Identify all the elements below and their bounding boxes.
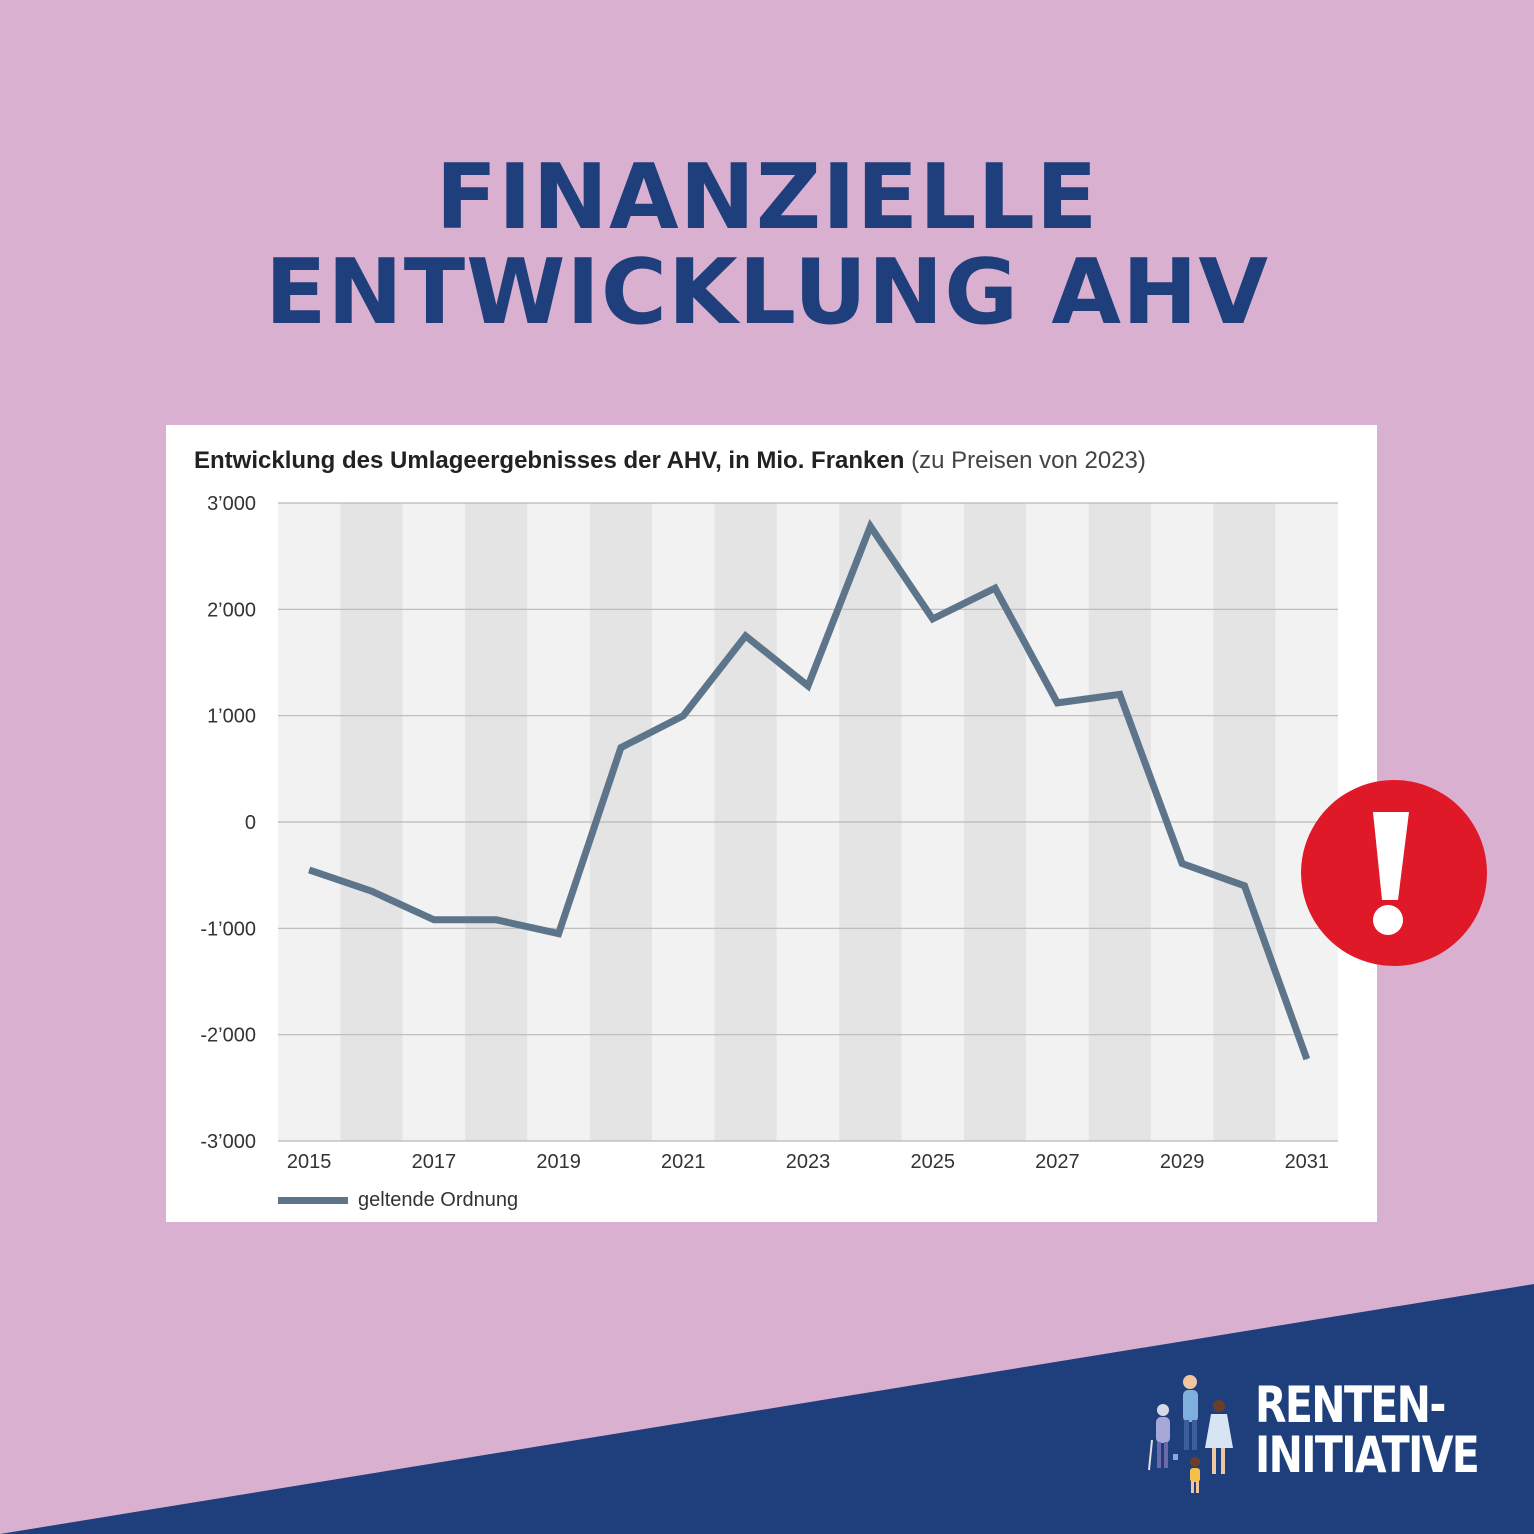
x-tick-label: 2027 [1035, 1151, 1080, 1173]
legend-label: geltende Ordnung [358, 1188, 519, 1211]
headline-line-2: ENTWICKLUNG AHV [264, 240, 1270, 345]
data-point [1056, 702, 1058, 704]
logo-line-1: RENTEN- [1255, 1376, 1446, 1434]
data-point [869, 525, 871, 527]
logo-line-2: INITIATIVE [1255, 1426, 1480, 1484]
exclamation-icon [1301, 780, 1487, 966]
data-point [682, 715, 684, 717]
x-tick-label: 2025 [910, 1151, 955, 1173]
y-tick-label: 1’000 [207, 706, 256, 728]
data-point [932, 618, 934, 620]
y-tick-label: -1’000 [200, 918, 256, 940]
chart-subtitle: (zu Preisen von 2023) [911, 447, 1146, 474]
data-point [620, 747, 622, 749]
headline: FINANZIELLE ENTWICKLUNG AHV [0, 150, 1534, 340]
data-point [371, 890, 373, 892]
y-tick-label: -2’000 [200, 1025, 256, 1047]
line-chart: 3’000 2’000 1’000 0 -1’000 -2’000 -3’000 2015 20… [200, 493, 1338, 1173]
y-tick-label: -3’000 [200, 1131, 256, 1153]
x-tick-label: 2023 [786, 1151, 831, 1173]
data-point [1181, 862, 1183, 864]
data-point [308, 869, 310, 871]
legend: geltende Ordnung [278, 1187, 518, 1213]
x-tick-label: 2021 [661, 1151, 706, 1173]
data-point [1119, 693, 1121, 695]
data-point [994, 587, 996, 589]
x-tick-label: 2015 [287, 1151, 332, 1173]
data-point [495, 919, 497, 921]
data-point [745, 635, 747, 637]
y-tick-label: 2’000 [207, 599, 256, 621]
y-tick-label: 0 [245, 812, 256, 834]
family-figures-icon [1148, 1375, 1233, 1493]
data-point [807, 685, 809, 687]
data-point [1243, 885, 1245, 887]
data-point [558, 933, 560, 935]
legend-swatch [278, 1196, 348, 1204]
y-tick-label: 3’000 [207, 493, 256, 515]
chart-title: Entwicklung des Umlageergebnisses der AH… [194, 447, 905, 474]
chart-title-row: Entwicklung des Umlageergebnisses der AH… [194, 447, 1146, 475]
data-point [1306, 1058, 1308, 1060]
logo-wordmark: RENTEN- INITIATIVE [1255, 1376, 1480, 1484]
chart-card: Entwicklung des Umlageergebnisses der AH… [166, 425, 1377, 1222]
data-point [433, 919, 435, 921]
x-tick-label: 2029 [1160, 1151, 1205, 1173]
x-tick-label: 2031 [1285, 1151, 1330, 1173]
x-tick-label: 2017 [412, 1151, 457, 1173]
x-tick-label: 2019 [536, 1151, 581, 1173]
headline-line-1: FINANZIELLE [435, 145, 1099, 250]
